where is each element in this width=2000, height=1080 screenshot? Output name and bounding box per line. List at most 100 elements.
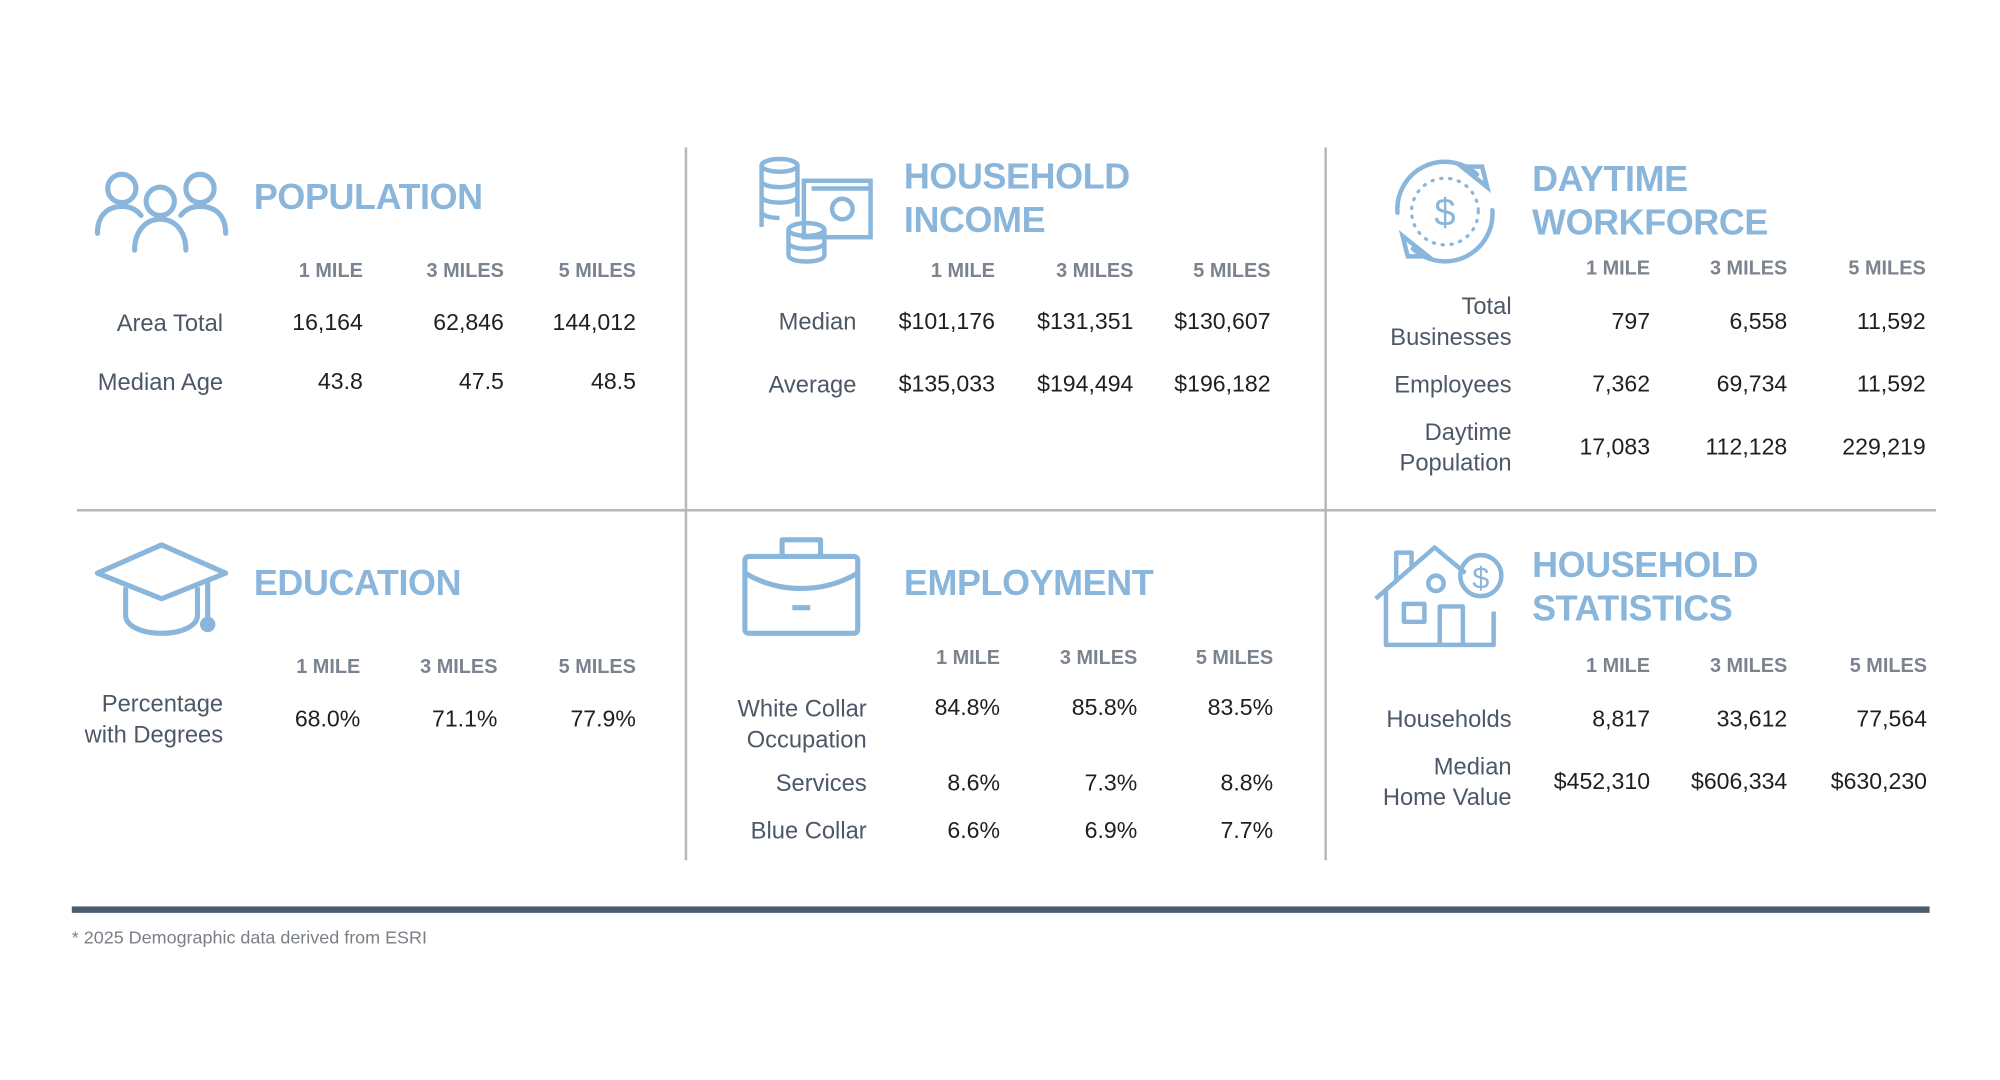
row-value: 48.5: [590, 368, 636, 395]
row-value: 229,219: [1842, 433, 1926, 460]
column-header: 3 MILES: [1059, 647, 1138, 670]
panel-title-line: INCOME: [903, 200, 1046, 240]
panel-title: DAYTIME WORKFORCE: [1532, 158, 1768, 245]
row-label-line: Average: [768, 370, 857, 398]
row-value: 797: [1611, 308, 1651, 334]
row-label: Households: [1281, 704, 1512, 735]
panel-title: EMPLOYMENT: [903, 562, 1154, 606]
row-value: 62,846: [433, 309, 504, 336]
row-value: 33,612: [1716, 705, 1788, 732]
divider-vertical: [1324, 147, 1327, 861]
column-header: 5 MILES: [558, 260, 636, 283]
row-label: Percentage with Degrees: [0, 688, 223, 750]
row-value: 6,558: [1729, 308, 1788, 334]
row-label: Services: [636, 768, 867, 799]
row-value: 71.1%: [432, 705, 498, 732]
footnote: * 2025 Demographic data derived from ESR…: [71, 926, 427, 948]
panel-title-line: HOUSEHOLD: [1532, 544, 1759, 585]
row-label-line: Households: [1386, 705, 1512, 733]
row-label: Daytime Population: [1281, 417, 1512, 479]
row-value: 8,817: [1592, 705, 1651, 732]
column-header: 1 MILE: [930, 260, 995, 283]
panel-title-line: HOUSEHOLD: [903, 156, 1130, 197]
column-header: 1 MILE: [1586, 257, 1651, 280]
row-label-line: Home Value: [1382, 783, 1512, 811]
dollar-cycle-icon: $: [1395, 159, 1495, 264]
row-label-line: Population: [1399, 448, 1512, 476]
row-value: $194,494: [1037, 371, 1134, 397]
house-dollar-icon: $: [1374, 545, 1504, 648]
footer-rule: [71, 906, 1930, 913]
row-value: 7,362: [1592, 371, 1651, 397]
row-value: 43.8: [317, 368, 363, 395]
briefcase-icon: [742, 537, 861, 636]
column-header: 1 MILE: [935, 647, 1001, 670]
panel-title-line: POPULATION: [253, 176, 483, 217]
row-label-line: Median Age: [97, 367, 224, 395]
row-value: 7.7%: [1220, 817, 1274, 843]
row-value: 69,734: [1716, 371, 1788, 397]
panel-title-line: WORKFORCE: [1532, 202, 1768, 243]
column-header: 3 MILES: [1709, 257, 1788, 280]
row-value: 68.0%: [294, 705, 361, 732]
panel-title: EDUCATION: [253, 562, 462, 606]
row-value: $196,182: [1174, 371, 1271, 397]
panel-title-line: EDUCATION: [253, 562, 462, 603]
row-label-line: Total: [1461, 292, 1512, 320]
column-header: 3 MILES: [1056, 260, 1134, 283]
row-label: Average: [626, 369, 857, 400]
column-header: 5 MILES: [558, 656, 636, 679]
row-label-line: White Collar: [737, 694, 867, 722]
row-label: Area Total: [0, 308, 223, 339]
column-header: 3 MILES: [420, 656, 498, 679]
row-value: 8.6%: [947, 769, 1001, 796]
row-value: 11,592: [1856, 308, 1926, 334]
row-label: White Collar Occupation: [636, 694, 867, 756]
row-label-line: Blue Collar: [750, 816, 867, 844]
column-header: 5 MILES: [1195, 647, 1274, 670]
money-coins-icon: [759, 156, 873, 264]
row-value: 84.8%: [934, 694, 1001, 720]
panel-title: POPULATION: [254, 176, 483, 220]
row-label-line: Employees: [1394, 370, 1512, 398]
row-value: 77.9%: [570, 705, 636, 732]
row-value: 6.9%: [1084, 817, 1138, 843]
row-label-line: Businesses: [1390, 323, 1512, 351]
panel-title-line: EMPLOYMENT: [903, 562, 1154, 603]
column-header: 1 MILE: [1586, 655, 1651, 677]
row-label-line: Services: [775, 769, 867, 797]
row-value: $101,176: [898, 308, 995, 334]
row-label-line: Occupation: [746, 725, 867, 753]
row-label-line: Median: [778, 307, 857, 335]
row-value: 47.5: [458, 368, 504, 395]
row-value: $606,334: [1690, 768, 1788, 795]
column-header: 3 MILES: [426, 260, 504, 283]
people-group-icon: [94, 171, 229, 253]
column-header: 1 MILE: [298, 260, 363, 283]
row-value: 144,012: [552, 309, 636, 336]
row-value: 6.6%: [947, 817, 1001, 843]
row-value: 85.8%: [1071, 694, 1138, 720]
row-label-line: Median: [1433, 752, 1512, 780]
row-value: 77,564: [1856, 705, 1927, 732]
row-value: 83.5%: [1207, 694, 1274, 720]
row-label-line: Daytime: [1424, 417, 1512, 445]
column-header: 3 MILES: [1709, 655, 1788, 677]
row-label: Median Age: [0, 367, 223, 398]
svg-text:$: $: [1472, 560, 1489, 595]
panel-title: HOUSEHOLD INCOME: [904, 155, 1130, 242]
row-value: $630,230: [1830, 768, 1927, 795]
row-label-line: Area Total: [116, 308, 224, 336]
row-label-line: with Degrees: [84, 720, 224, 748]
divider-horizontal: [76, 508, 1936, 512]
panel-title-line: DAYTIME: [1532, 158, 1688, 199]
row-value: 7.3%: [1084, 769, 1138, 796]
row-label: Blue Collar: [636, 815, 867, 846]
row-value: 8.8%: [1220, 769, 1274, 796]
svg-text:$: $: [1434, 192, 1455, 235]
row-value: 17,083: [1579, 433, 1651, 460]
row-label-line: Percentage: [101, 689, 224, 717]
row-label: Total Businesses: [1281, 291, 1512, 353]
row-value: $130,607: [1174, 308, 1271, 334]
